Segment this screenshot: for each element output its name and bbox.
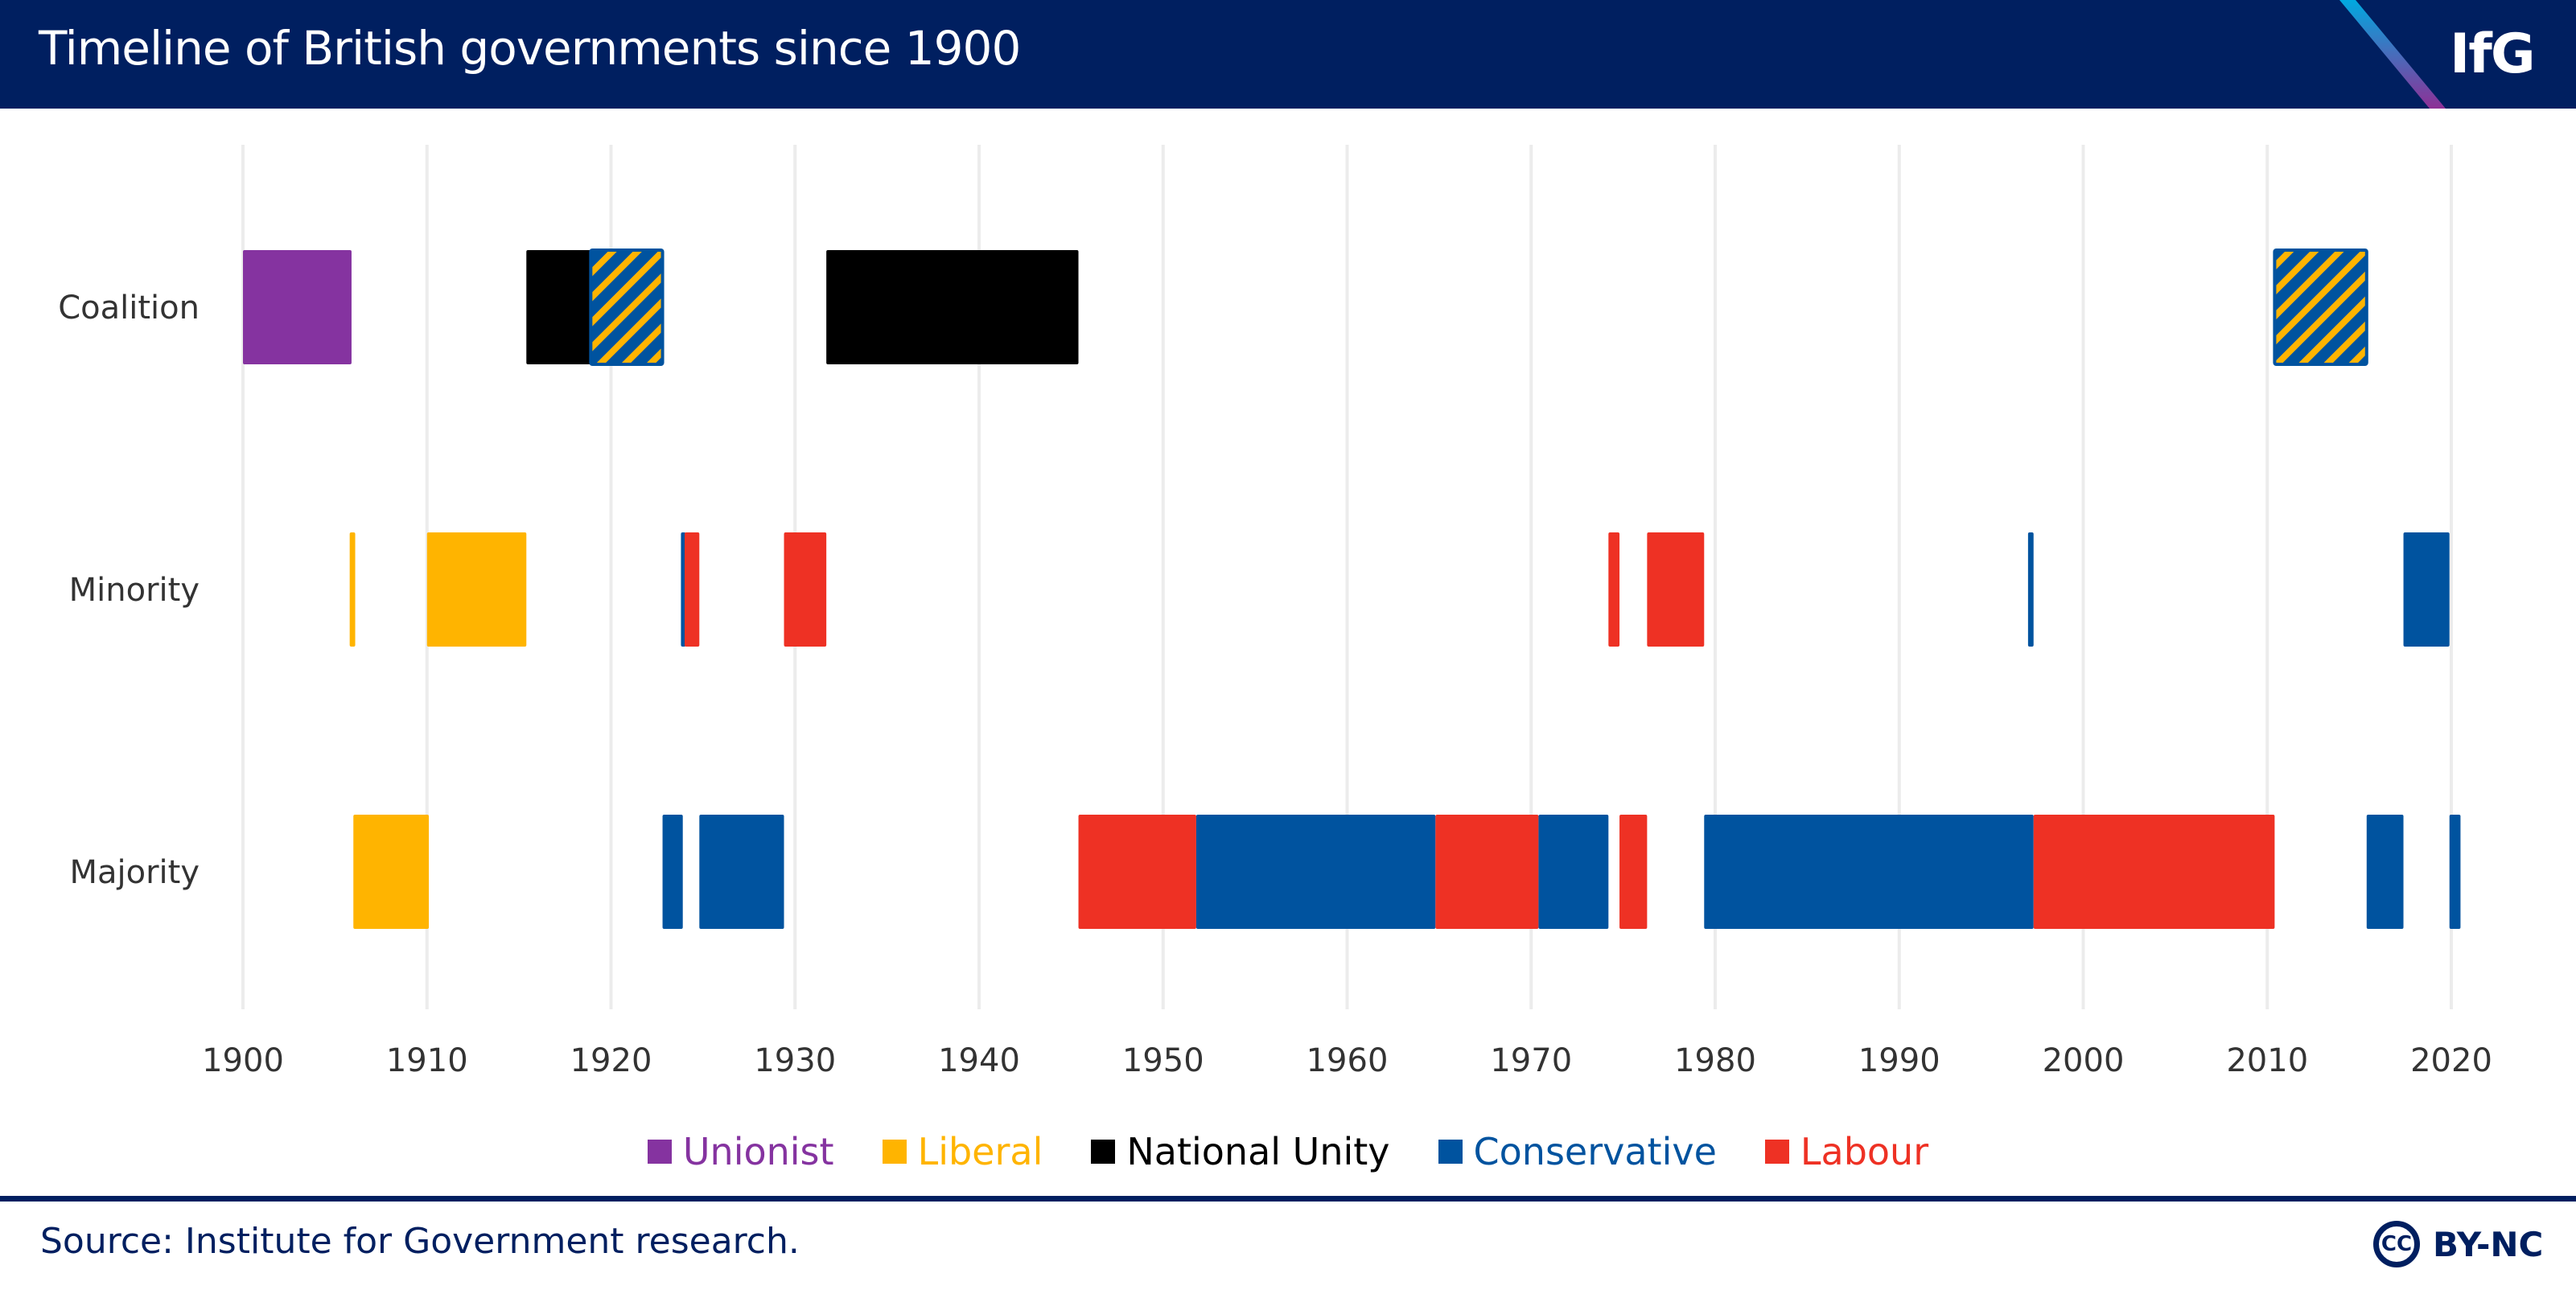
bar-liberal <box>426 532 527 647</box>
legend-item: Labour <box>1764 1130 1929 1173</box>
logo-stripe-icon <box>2339 0 2446 109</box>
legend-item: Unionist <box>647 1130 834 1173</box>
x-tick-label: 1930 <box>754 1042 836 1079</box>
bar-labour <box>1647 532 1705 647</box>
x-tick-label: 1910 <box>386 1042 468 1079</box>
legend-label: National Unity <box>1126 1130 1390 1173</box>
license-label: BY-NC <box>2433 1224 2544 1264</box>
x-tick-label: 1900 <box>202 1042 284 1079</box>
legend-swatch <box>647 1140 672 1164</box>
x-tick-label: 1960 <box>1307 1042 1389 1079</box>
legend-item: Conservative <box>1438 1130 1717 1173</box>
legend-swatch <box>1764 1140 1789 1164</box>
bar-labour <box>784 532 827 647</box>
bar-labour <box>1078 815 1196 929</box>
legend-label: Labour <box>1800 1130 1929 1173</box>
legend-item: Liberal <box>882 1130 1043 1173</box>
bar-national-unity <box>826 250 1079 364</box>
legend-swatch <box>1091 1140 1116 1164</box>
x-tick-label: 1940 <box>938 1042 1020 1079</box>
x-tick-label: 1970 <box>1490 1042 1572 1079</box>
row-label: Coalition <box>58 290 200 327</box>
legend: Unionist Liberal National Unity Conservativ… <box>0 1130 2576 1173</box>
bar-labour <box>685 532 700 647</box>
bar-labour <box>1608 532 1620 647</box>
bar-national-unity <box>526 250 591 364</box>
legend-label: Unionist <box>682 1130 834 1173</box>
bar-conservative <box>681 532 686 647</box>
bar-labour <box>2033 815 2275 929</box>
bar-con-lib <box>2273 249 2368 366</box>
x-tick-label: 1980 <box>1674 1042 1756 1079</box>
bar-con-lib <box>589 249 665 366</box>
bar-conservative <box>2027 532 2034 647</box>
bar-conservative <box>662 815 683 929</box>
bar-liberal <box>353 815 430 929</box>
bar-conservative <box>2449 815 2461 929</box>
bar-labour <box>1619 815 1648 929</box>
ifg-logo: IfG <box>2450 23 2536 86</box>
creative-commons-icon: CC <box>2373 1221 2420 1267</box>
legend-label: Liberal <box>917 1130 1043 1173</box>
legend-swatch <box>1438 1140 1463 1164</box>
bar-labour <box>1435 815 1539 929</box>
bar-conservative <box>1538 815 1609 929</box>
bar-conservative <box>2366 815 2404 929</box>
bar-conservative <box>1704 815 2034 929</box>
x-tick-label: 2000 <box>2043 1042 2125 1079</box>
bar-liberal <box>349 532 356 647</box>
x-tick-label: 1920 <box>570 1042 652 1079</box>
legend-item: National Unity <box>1091 1130 1390 1173</box>
row-label: Minority <box>69 572 200 609</box>
bar-conservative <box>1195 815 1436 929</box>
timeline-chart: Coalition Minority Majority 1900 1910 1920 19… <box>58 145 2492 1079</box>
bar-conservative <box>699 815 784 929</box>
license: CC BY-NC <box>2373 1221 2543 1267</box>
x-tick-label: 2020 <box>2410 1042 2492 1079</box>
source-note: Source: Institute for Government researc… <box>40 1221 800 1262</box>
x-tick-label: 2010 <box>2226 1042 2308 1079</box>
bar-conservative <box>2403 532 2450 647</box>
footer-divider <box>0 1196 2576 1202</box>
x-tick-label: 1990 <box>1858 1042 1940 1079</box>
legend-label: Conservative <box>1473 1130 1717 1173</box>
bar-unionist <box>243 250 352 364</box>
header: Timeline of British governments since 19… <box>0 0 2576 109</box>
legend-swatch <box>882 1140 907 1164</box>
row-label: Majority <box>69 854 200 891</box>
x-tick-label: 1950 <box>1122 1042 1204 1079</box>
chart-title: Timeline of British governments since 19… <box>39 21 1021 76</box>
